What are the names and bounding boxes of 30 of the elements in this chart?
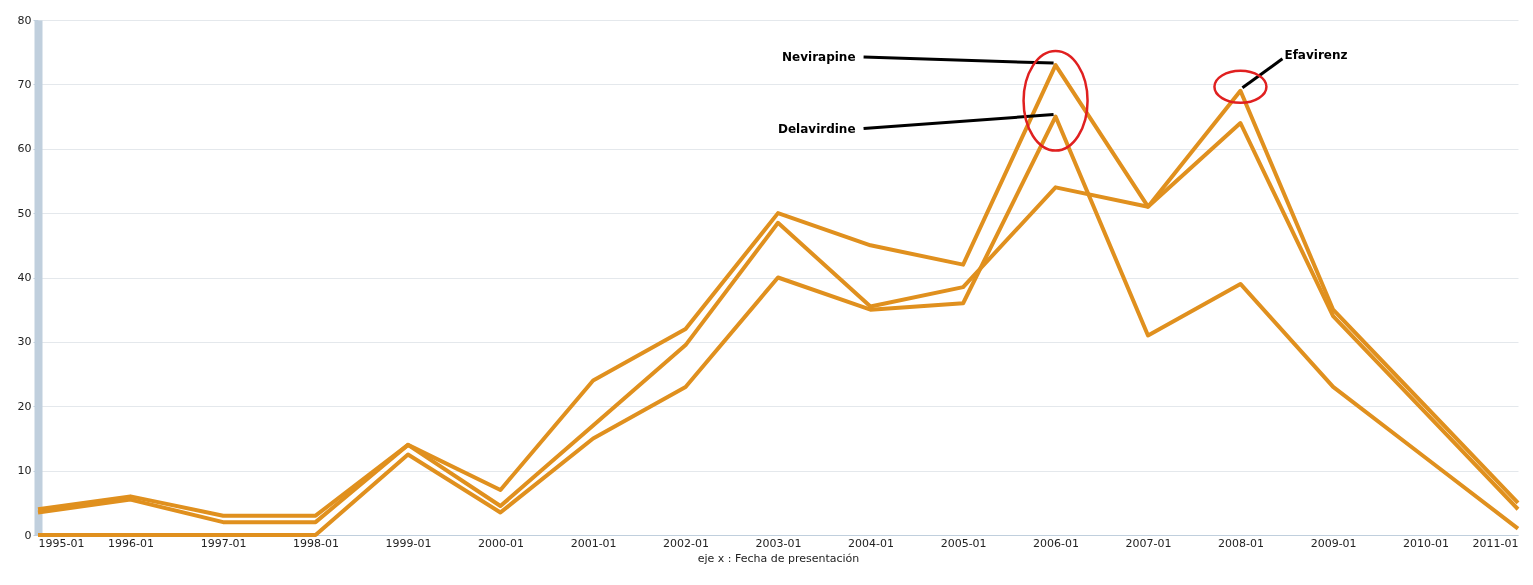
x-tick-label: 1995-01 xyxy=(38,536,85,550)
annotation: Nevirapine xyxy=(782,50,856,65)
x-tick-label: 2003-01 xyxy=(755,536,802,550)
x-tick-label: 2009-01 xyxy=(1310,536,1357,550)
annotation: Efavirenz xyxy=(1284,47,1348,62)
x-tick-label: 2002-01 xyxy=(663,536,710,550)
y-tick-label: 50 xyxy=(17,206,32,220)
x-tick-label: 2008-01 xyxy=(1217,536,1264,550)
x-tick-label: 2010-01 xyxy=(1403,536,1450,550)
y-tick-label: 30 xyxy=(17,335,32,349)
x-tick-label: 2005-01 xyxy=(940,536,987,550)
y-tick-label: 60 xyxy=(17,142,32,156)
x-tick-label: 2007-01 xyxy=(1125,536,1172,550)
x-tick-label: 2001-01 xyxy=(570,536,617,550)
x-tick-label: 2004-01 xyxy=(847,536,894,550)
y-tick-label: 70 xyxy=(17,77,32,91)
x-tick-label: 2006-01 xyxy=(1033,536,1080,550)
x-tick-label: 1997-01 xyxy=(200,536,247,550)
x-tick-label: 1998-01 xyxy=(293,536,340,550)
y-tick-label: 10 xyxy=(17,464,32,478)
x-tick-label: 2000-01 xyxy=(477,536,524,550)
x-tick-label: 1999-01 xyxy=(385,536,432,550)
x-axis-title: eje x : Fecha de presentación xyxy=(697,551,860,565)
annotation: Delavirdine xyxy=(778,121,856,136)
x-tick-label: 1996-01 xyxy=(107,536,154,550)
y-tick-label: 80 xyxy=(17,13,32,27)
x-tick-label: 2011-01 xyxy=(1472,536,1519,550)
y-tick-label: 0 xyxy=(24,528,32,542)
y-tick-label: 20 xyxy=(17,399,32,413)
y-tick-label: 40 xyxy=(17,271,32,284)
